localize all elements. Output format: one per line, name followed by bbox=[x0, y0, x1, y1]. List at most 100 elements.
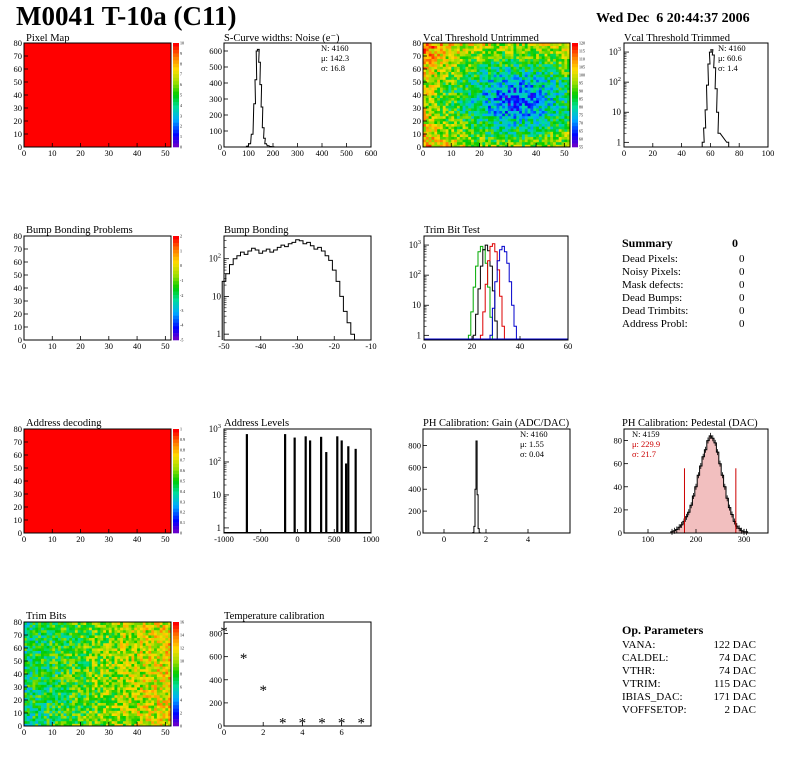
heatmap-cell bbox=[125, 640, 129, 644]
heatmap-cell bbox=[32, 671, 36, 675]
heatmap-cell bbox=[29, 718, 33, 722]
heatmap-cell bbox=[485, 110, 489, 114]
x-tick-label: -10 bbox=[365, 341, 376, 351]
heatmap-cell bbox=[134, 697, 138, 701]
heatmap-cell bbox=[103, 666, 107, 670]
y-tick-exponent: 2 bbox=[618, 76, 621, 83]
heatmap-cell bbox=[120, 668, 124, 672]
palette-segment bbox=[572, 46, 578, 51]
heatmap-cell bbox=[567, 48, 571, 52]
heatmap-fill bbox=[24, 43, 171, 147]
heatmap-cell bbox=[473, 79, 478, 83]
heatmap-cell bbox=[456, 82, 461, 85]
histogram-spike bbox=[308, 440, 312, 533]
heatmap-cell bbox=[561, 45, 565, 49]
heatmap-cell bbox=[43, 684, 48, 688]
heatmap-cell bbox=[485, 126, 489, 130]
heatmap-cell bbox=[148, 637, 152, 641]
x-tick-label: 0 bbox=[22, 148, 26, 158]
heatmap-cell bbox=[456, 100, 461, 104]
heatmap-cell bbox=[66, 668, 70, 672]
heatmap-cell bbox=[32, 681, 36, 685]
heatmap-cell bbox=[471, 131, 475, 135]
palette-tick-label: 8 bbox=[180, 672, 182, 677]
heatmap-cell bbox=[120, 700, 124, 703]
heatmap-cell bbox=[538, 69, 543, 72]
panel-scurve-widths: S-Curve widths: Noise (e⁻)0 100 200 300 400 5… bbox=[209, 33, 377, 158]
heatmap-cell bbox=[513, 115, 517, 119]
y-tick-label: 0 bbox=[18, 335, 22, 345]
palette-segment bbox=[173, 77, 179, 82]
heatmap-cell bbox=[442, 144, 447, 148]
heatmap-cell bbox=[55, 671, 59, 675]
heatmap-cell bbox=[524, 92, 528, 96]
heatmap-cell bbox=[165, 627, 169, 631]
heatmap-cell bbox=[162, 661, 166, 664]
heatmap-cell bbox=[425, 45, 430, 49]
heatmap-cell bbox=[547, 74, 551, 78]
heatmap-cell bbox=[168, 632, 172, 636]
heatmap-cell bbox=[94, 661, 98, 664]
heatmap-cell bbox=[425, 50, 430, 54]
palette-segment bbox=[173, 81, 179, 85]
heatmap-cell bbox=[519, 118, 523, 122]
heatmap-cell bbox=[553, 79, 557, 83]
heatmap-cell bbox=[564, 141, 568, 145]
heatmap-cell bbox=[91, 655, 96, 659]
heatmap-cell bbox=[437, 87, 441, 91]
heatmap-cell bbox=[558, 71, 562, 75]
heatmap-cell bbox=[168, 700, 172, 703]
heatmap-cell bbox=[499, 136, 503, 140]
heatmap-cell bbox=[524, 100, 528, 104]
heatmap-cell bbox=[105, 622, 110, 625]
heatmap-cell bbox=[55, 679, 59, 683]
heatmap-cell bbox=[510, 69, 514, 72]
y-tick-label: 80 bbox=[14, 38, 23, 48]
heatmap-cell bbox=[24, 674, 28, 677]
heatmap-cell bbox=[69, 655, 73, 659]
heatmap-cell bbox=[83, 663, 87, 667]
heatmap-cell bbox=[142, 687, 146, 690]
heatmap-cell bbox=[32, 697, 36, 701]
heatmap-cell bbox=[553, 118, 557, 122]
heatmap-cell bbox=[459, 121, 463, 124]
heatmap-cell bbox=[94, 663, 98, 667]
heatmap-cell bbox=[465, 82, 469, 85]
heatmap-cell bbox=[60, 650, 64, 654]
heatmap-cell bbox=[544, 53, 548, 57]
heatmap-cell bbox=[145, 658, 149, 662]
heatmap-cell bbox=[142, 694, 146, 698]
heatmap-cell bbox=[97, 694, 101, 698]
heatmap-cell bbox=[459, 66, 463, 70]
heatmap-cell bbox=[122, 655, 127, 659]
heatmap-cell bbox=[24, 640, 28, 644]
heatmap-cell bbox=[94, 681, 98, 685]
heatmap-cell bbox=[154, 655, 158, 659]
heatmap-cell bbox=[162, 720, 166, 724]
heatmap-cell bbox=[473, 113, 478, 117]
heatmap-cell bbox=[125, 668, 129, 672]
heatmap-cell bbox=[165, 653, 169, 657]
heatmap-cell bbox=[437, 53, 441, 57]
heatmap-cell bbox=[428, 113, 432, 117]
heatmap-cell bbox=[156, 713, 161, 716]
heatmap-cell bbox=[111, 663, 115, 667]
heatmap-cell bbox=[94, 650, 98, 654]
heatmap-cell bbox=[145, 692, 149, 696]
heatmap-cell bbox=[120, 697, 124, 701]
heatmap-cell bbox=[490, 43, 495, 46]
histogram-spike bbox=[293, 437, 296, 533]
heatmap-cell bbox=[550, 50, 554, 54]
heatmap-cell bbox=[510, 61, 514, 65]
heatmap-cell bbox=[77, 671, 81, 675]
heatmap-cell bbox=[538, 79, 543, 83]
heatmap-cell bbox=[533, 123, 537, 127]
heatmap-cell bbox=[439, 79, 444, 83]
heatmap-cell bbox=[558, 58, 562, 62]
heatmap-cell bbox=[40, 702, 45, 706]
summary-label: Dead Bumps: bbox=[622, 292, 682, 304]
heatmap-cell bbox=[72, 645, 76, 649]
heatmap-cell bbox=[43, 676, 48, 680]
heatmap-cell bbox=[434, 89, 438, 93]
heatmap-cell bbox=[69, 720, 73, 724]
